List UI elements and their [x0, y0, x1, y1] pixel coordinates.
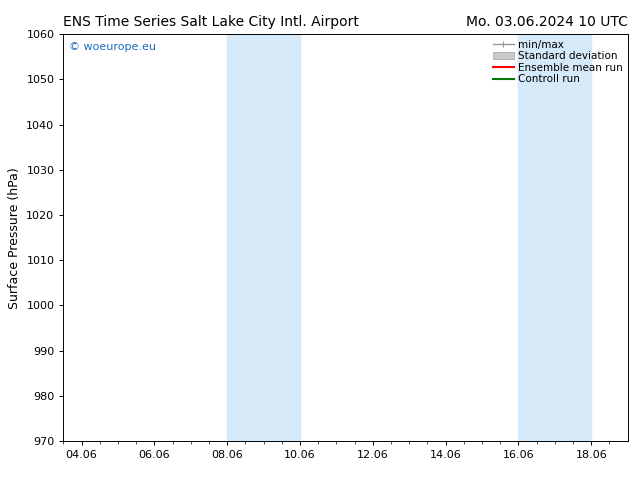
- Y-axis label: Surface Pressure (hPa): Surface Pressure (hPa): [8, 167, 21, 309]
- Text: © woeurope.eu: © woeurope.eu: [69, 43, 156, 52]
- Bar: [227, 34, 300, 441]
- Legend: min/max, Standard deviation, Ensemble mean run, Controll run: min/max, Standard deviation, Ensemble me…: [493, 40, 623, 84]
- Text: ENS Time Series Salt Lake City Intl. Airport: ENS Time Series Salt Lake City Intl. Air…: [63, 15, 359, 29]
- Text: Mo. 03.06.2024 10 UTC: Mo. 03.06.2024 10 UTC: [466, 15, 628, 29]
- Bar: [519, 34, 592, 441]
